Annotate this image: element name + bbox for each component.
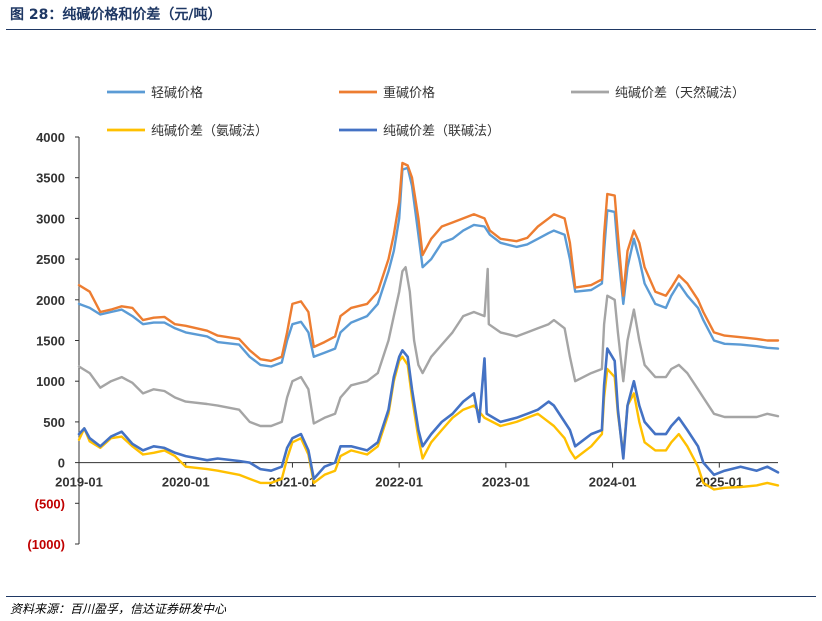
y-axis: 4000 3500 3000 2500 2000 1500 1000 500 0 (500) (10… [27,130,80,552]
footer-rule [6,596,816,597]
series-line-3 [77,266,780,428]
legend: 轻碱价格 重碱价格 纯碱价差（天然碱法） 纯碱价差（氨碱法） 纯碱价差（联碱法） [107,85,745,139]
x-axis: 2019-01 2020-01 2021-01 2022-01 2023-01 2024-… [55,462,778,490]
series-line-4 [77,355,780,491]
x-tick-label: 2022-01 [375,475,423,490]
source-note: 资料来源：百川盈孚，信达证券研发中心 [10,602,227,616]
series-line-1 [77,166,780,368]
legend-label-2: 重碱价格 [383,85,435,101]
figure-title: 图 28：纯碱价格和价差（元/吨） [10,7,222,23]
title-rule [6,29,816,30]
y-tick-label: 2000 [36,293,65,308]
y-tick-label: 1500 [36,334,65,349]
legend-label-1: 轻碱价格 [151,85,203,101]
x-tick-label: 2023-01 [482,475,530,490]
y-tick-label: (500) [35,496,65,511]
series-lines [77,161,780,491]
series-line-2 [77,161,780,363]
y-tick-label: 3500 [36,171,65,186]
x-tick-label: 2020-01 [162,475,210,490]
y-tick-label: 3000 [36,211,65,226]
legend-label-4: 纯碱价差（氨碱法） [151,124,268,139]
x-tick-label: 2019-01 [55,475,103,490]
series-line-5 [77,347,780,481]
y-tick-label: 500 [43,415,65,430]
legend-label-3: 纯碱价差（天然碱法） [615,85,745,101]
x-tick-label: 2024-01 [589,475,637,490]
legend-label-5: 纯碱价差（联碱法） [383,124,500,139]
y-tick-label: 1000 [36,374,65,389]
y-tick-label: (1000) [27,537,65,552]
y-tick-label: 0 [58,456,65,471]
y-tick-label: 4000 [36,130,65,145]
y-tick-label: 2500 [36,252,65,267]
